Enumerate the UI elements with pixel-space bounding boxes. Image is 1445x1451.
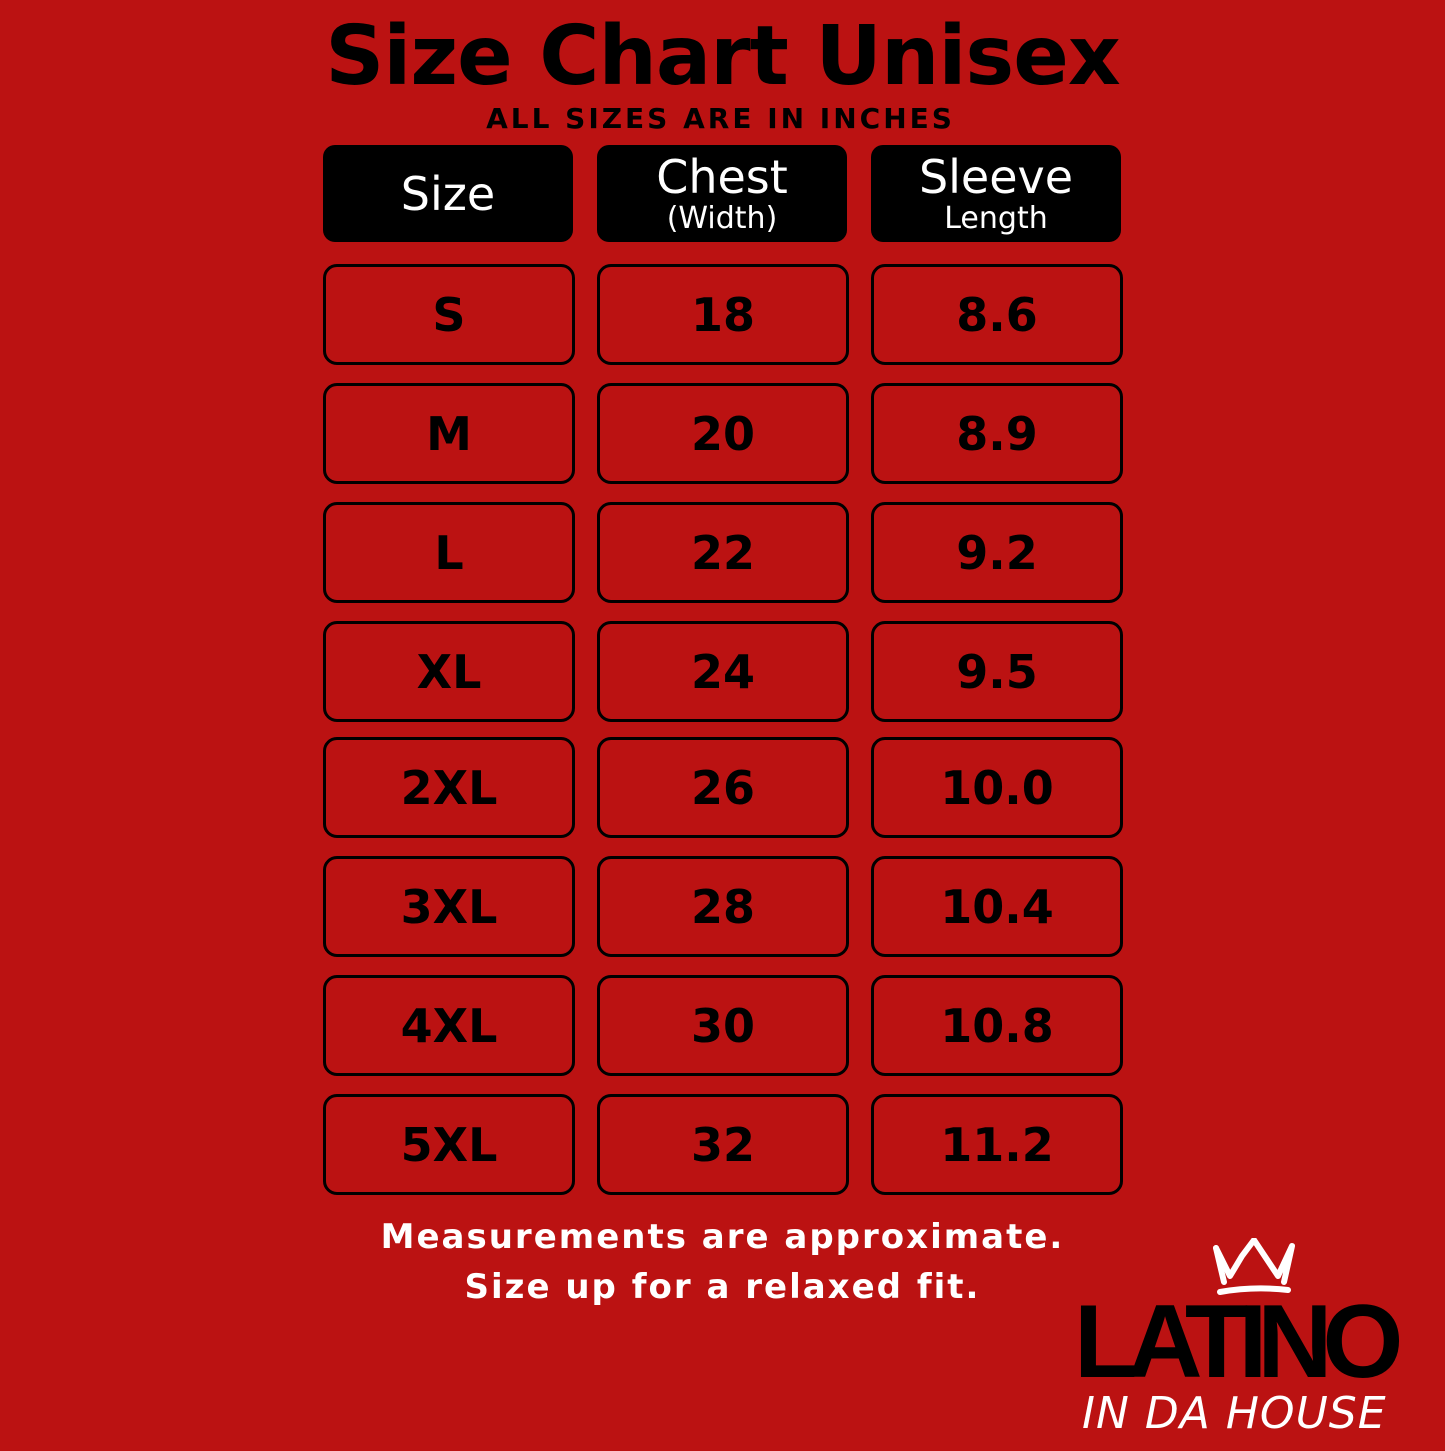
crown-icon [1213,1238,1295,1295]
cell-chest: 20 [597,383,849,484]
cell-chest: 18 [597,264,849,365]
logo-house-text: IN DA HOUSE [1082,1388,1387,1439]
cell-chest: 24 [597,621,849,722]
cell-size: 4XL [323,975,575,1076]
cell-sleeve: 8.6 [871,264,1123,365]
cell-size: L [323,502,575,603]
cell-sleeve: 11.2 [871,1094,1123,1195]
cell-sleeve: 9.2 [871,502,1123,603]
cell-size: 5XL [323,1094,575,1195]
cell-sleeve: 10.0 [871,737,1123,838]
header-size-label: Size [400,166,496,221]
cell-sleeve: 8.9 [871,383,1123,484]
header-sleeve-label: Sleeve [918,149,1074,204]
cell-size: 3XL [323,856,575,957]
cell-size: XL [323,621,575,722]
cell-size: 2XL [323,737,575,838]
cell-chest: 30 [597,975,849,1076]
page-subtitle: ALL SIZES ARE IN INCHES [486,102,955,135]
header-sleeve-sublabel: Length [944,200,1048,236]
brand-logo: LATINO IN DA HOUSE [1070,1236,1440,1441]
cell-chest: 22 [597,502,849,603]
cell-chest: 32 [597,1094,849,1195]
cell-sleeve: 9.5 [871,621,1123,722]
header-chest-label: Chest [656,149,788,204]
header-chest: Chest (Width) [597,145,847,242]
header-sleeve: Sleeve Length [871,145,1121,242]
header-size: Size [323,145,573,242]
cell-size: M [323,383,575,484]
cell-chest: 28 [597,856,849,957]
logo-latino-text: LATINO [1074,1284,1403,1400]
cell-sleeve: 10.4 [871,856,1123,957]
page-title: Size Chart Unisex [325,9,1121,104]
cell-chest: 26 [597,737,849,838]
note-line-1: Measurements are approximate. [380,1217,1065,1257]
cell-size: S [323,264,575,365]
header-chest-sublabel: (Width) [666,200,778,236]
cell-sleeve: 10.8 [871,975,1123,1076]
note-line-2: Size up for a relaxed fit. [464,1267,981,1307]
